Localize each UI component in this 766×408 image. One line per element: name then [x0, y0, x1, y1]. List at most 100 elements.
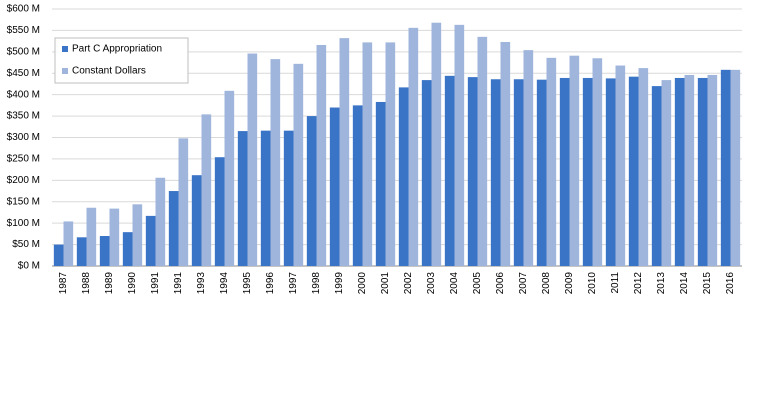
bar: [352, 105, 363, 266]
y-tick-label: $450 M: [7, 68, 40, 79]
bar: [247, 53, 258, 267]
bar: [444, 75, 455, 266]
bar: [122, 232, 133, 266]
bar: [168, 191, 179, 266]
bar: [224, 90, 235, 266]
x-tick-label: 1998: [311, 272, 322, 295]
bar: [431, 22, 442, 267]
bar: [306, 116, 317, 266]
bar: [707, 74, 718, 266]
x-tick-label: 2005: [472, 272, 483, 295]
bar: [638, 68, 649, 266]
bar: [730, 69, 741, 266]
x-tick-label: 1997: [288, 272, 299, 295]
bar: [651, 86, 662, 266]
bar: [421, 80, 432, 266]
bar: [375, 101, 386, 266]
bar: [237, 131, 248, 266]
x-tick-label: 1996: [265, 272, 276, 295]
bar: [500, 41, 511, 267]
bar: [661, 80, 672, 266]
y-tick-label: $300 M: [7, 132, 40, 143]
bar: [270, 59, 281, 266]
x-tick-label: 1989: [104, 272, 115, 295]
bar: [467, 77, 478, 266]
bar: [155, 177, 166, 266]
bar: [592, 58, 603, 267]
legend-label: Constant Dollars: [72, 66, 146, 77]
x-tick-label: 1994: [219, 272, 230, 295]
bar: [329, 107, 340, 267]
bar: [605, 78, 616, 266]
x-tick-label: 2007: [518, 272, 529, 295]
x-tick-label: 2006: [495, 272, 506, 295]
bar: [720, 69, 731, 266]
bar: [546, 57, 557, 266]
bar: [178, 138, 189, 266]
bar: [53, 244, 64, 266]
y-tick-label: $250 M: [7, 154, 40, 165]
bar: [132, 204, 143, 266]
bar: [684, 74, 695, 266]
y-tick-label: $150 M: [7, 196, 40, 207]
y-tick-label: $50 M: [12, 239, 40, 250]
x-tick-label: 2016: [725, 272, 736, 295]
legend-swatch: [62, 68, 68, 74]
x-tick-label: 2009: [564, 272, 575, 295]
bar: [559, 77, 570, 266]
x-tick-label: 2011: [610, 272, 621, 294]
x-tick-label: 2001: [380, 272, 391, 295]
x-tick-label: 2014: [679, 272, 690, 295]
bar: [86, 207, 97, 266]
x-tick-label: 2004: [449, 272, 460, 295]
x-tick-label: 2015: [702, 272, 713, 295]
bar: [490, 79, 501, 266]
x-tick-label: 2000: [357, 272, 368, 295]
y-tick-label: $0 M: [18, 261, 40, 272]
y-tick-label: $200 M: [7, 175, 40, 186]
y-tick-label: $350 M: [7, 111, 40, 122]
bar: [454, 24, 465, 267]
bar: [513, 79, 524, 266]
bar: [408, 27, 419, 267]
x-tick-label: 2003: [426, 272, 437, 295]
bar: [697, 77, 708, 266]
legend-label: Part C Appropriation: [72, 44, 162, 55]
bar: [477, 36, 488, 266]
bar: [214, 157, 225, 266]
y-tick-label: $500 M: [7, 46, 40, 57]
bar: [191, 175, 202, 266]
bar: [398, 87, 409, 266]
x-tick-label: 1995: [242, 272, 253, 295]
bar: [628, 76, 639, 266]
bar: [293, 63, 304, 267]
y-tick-label: $600 M: [7, 4, 40, 15]
bar: [260, 130, 271, 266]
bar: [76, 237, 87, 266]
x-tick-label: 1993: [196, 272, 207, 295]
bar: [674, 77, 685, 266]
x-tick-label: 1991: [150, 272, 161, 295]
y-tick-label: $400 M: [7, 89, 40, 100]
x-tick-label: 1987: [58, 272, 69, 295]
bar: [536, 79, 547, 266]
legend-box: [54, 37, 189, 84]
bar: [385, 42, 396, 266]
legend-swatch: [62, 46, 68, 52]
x-tick-label: 2013: [656, 272, 667, 295]
bar: [283, 130, 294, 266]
bar: [615, 65, 626, 266]
x-tick-label: 1988: [81, 272, 92, 295]
bar: [201, 114, 212, 267]
bar: [145, 215, 156, 266]
y-tick-label: $100 M: [7, 218, 40, 229]
y-tick-label: $550 M: [7, 25, 40, 36]
x-tick-label: 2012: [633, 272, 644, 295]
bar: [523, 50, 534, 267]
x-tick-label: 2008: [541, 272, 552, 295]
bar: [109, 208, 120, 266]
x-tick-label: 1991: [173, 272, 184, 295]
x-tick-label: 1990: [127, 272, 138, 295]
x-tick-label: 2010: [587, 272, 598, 295]
